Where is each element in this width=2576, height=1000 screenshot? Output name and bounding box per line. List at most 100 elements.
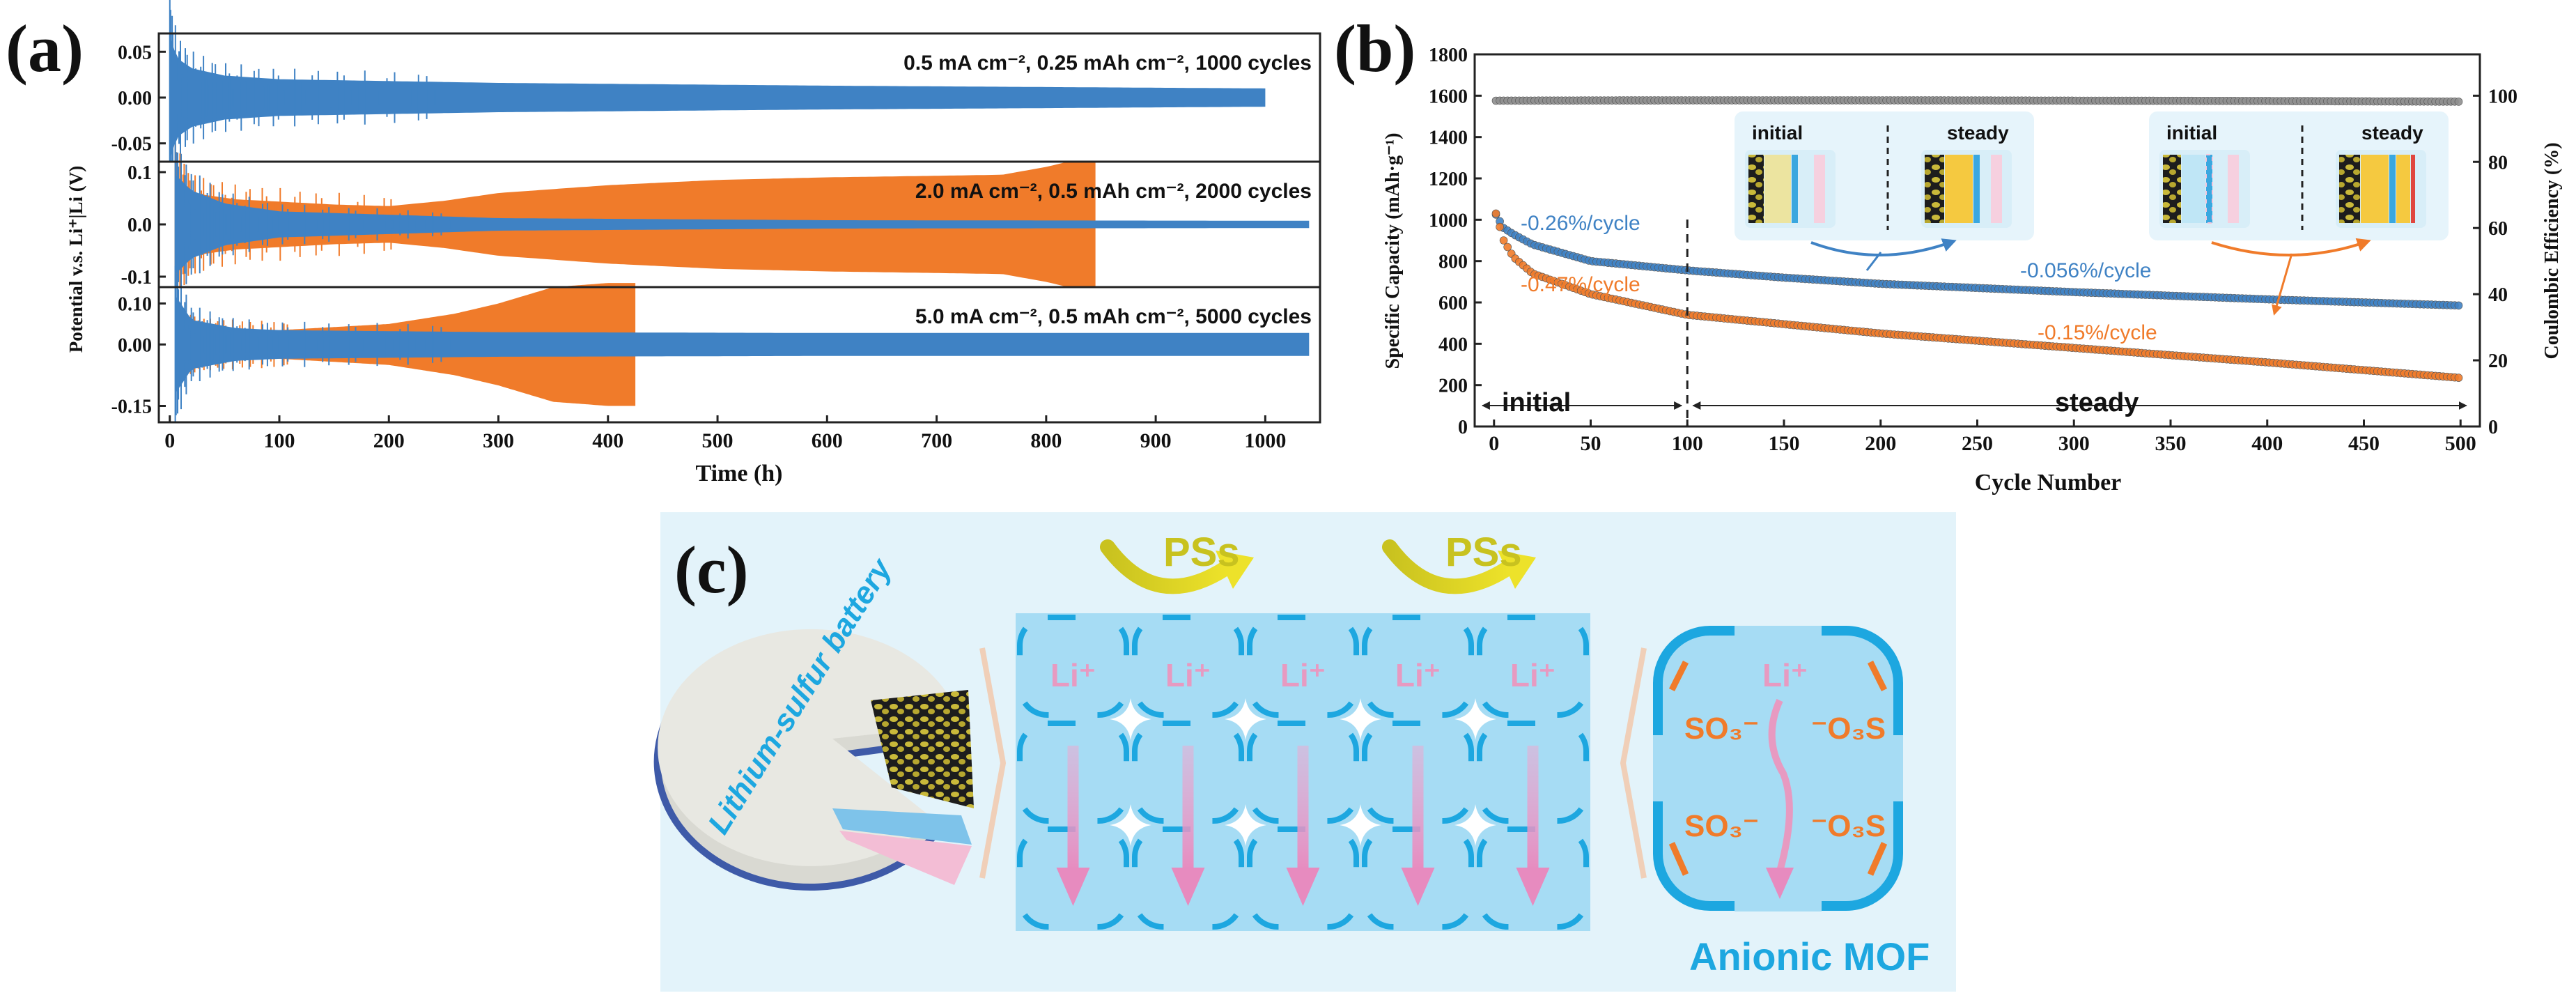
battery-anode-layer bbox=[839, 831, 972, 885]
sulfonate-label-3: SO₃⁻ bbox=[1684, 809, 1759, 843]
panel-a-ytick-label: -0.05 bbox=[111, 134, 152, 155]
sulfonate-bond-4 bbox=[1867, 842, 1888, 876]
panel-b-ytick-label: 800 bbox=[1438, 252, 1468, 273]
panel-a-xtick-label: 800 bbox=[1030, 429, 1062, 452]
inset-orange-pointer bbox=[2272, 253, 2293, 316]
panel-a-ytick-label: -0.15 bbox=[111, 396, 152, 417]
region-steady-label: steady bbox=[2055, 388, 2139, 417]
panel-a-xtick-label: 0 bbox=[164, 429, 175, 452]
pss-label-2: PSs bbox=[1445, 530, 1522, 575]
panel-b-ytick-label: 1000 bbox=[1429, 210, 1468, 231]
panel-b-ytick-label: 200 bbox=[1438, 376, 1468, 397]
panel-a-chart: 0.050.00-0.050.5 mA cm⁻², 0.25 mAh cm⁻²,… bbox=[111, 0, 1321, 452]
orange-initial-rate: -0.47%/cycle bbox=[1521, 273, 1640, 296]
panel-a-series-blue bbox=[175, 295, 1310, 394]
panel-a-series-blue bbox=[175, 174, 1310, 275]
mof-grid-li-arrow-shaft bbox=[1182, 746, 1194, 871]
panel-b-xlabel: Cycle Number bbox=[1975, 470, 2122, 495]
panel-b-ytick-label: 600 bbox=[1438, 293, 1468, 314]
panel-a-xtick-label: 500 bbox=[702, 429, 734, 452]
panel-b-ytick-label: 0 bbox=[1458, 417, 1468, 438]
panel-a-subplot-2: 0.1 0.0 -0.1 2.0 mA cm⁻², 0.5 mAh cm⁻², 200… bbox=[121, 145, 1321, 304]
panel-b-xtick-label: 300 bbox=[2058, 432, 2090, 455]
battery-illustration: Lithium-sulfur battery bbox=[653, 552, 974, 891]
mof-grid-li-ion: Li⁺ bbox=[1165, 657, 1211, 693]
panel-a-xlabel: Time (h) bbox=[696, 461, 783, 486]
inset-orange-initial-label: initial bbox=[2166, 122, 2217, 144]
panel-b-xtick-label: 450 bbox=[2348, 432, 2380, 455]
panel-label-c: (c) bbox=[674, 532, 749, 607]
panel-a-xtick-label: 200 bbox=[373, 429, 405, 452]
mof-grid-li-ion: Li⁺ bbox=[1510, 657, 1555, 693]
sulfonate-label-2: ⁻O₃S bbox=[1811, 711, 1886, 746]
panel-label-a: (a) bbox=[6, 11, 84, 86]
panel-a-ytick-label: 0.0 bbox=[127, 215, 152, 236]
panel-a-annotation: 0.5 mA cm⁻², 0.25 mAh cm⁻², 1000 cycles bbox=[903, 52, 1312, 75]
panel-b-ytick-label: 1200 bbox=[1429, 169, 1468, 190]
panel-b-xtick-label: 400 bbox=[2251, 432, 2283, 455]
mof-grid-li-arrow-shaft bbox=[1527, 746, 1539, 871]
panel-b-ytick-label: 1400 bbox=[1429, 128, 1468, 149]
mof-grid-li-arrow-shaft bbox=[1412, 746, 1424, 871]
panel-a-subplot-1: 0.05 0.00 -0.05 0.5 mA cm⁻², 0.25 mAh cm⁻²,… bbox=[111, 0, 1321, 197]
panel-b-y2tick-label: 40 bbox=[2488, 284, 2508, 306]
mof-grid-li-arrowhead bbox=[1286, 868, 1320, 906]
panel-a-xtick-label: 400 bbox=[592, 429, 623, 452]
mof-grid-li-ion: Li⁺ bbox=[1050, 657, 1096, 693]
mof-grid-li-arrow-shaft bbox=[1297, 746, 1309, 871]
mof-pore bbox=[1225, 804, 1266, 846]
panel-b-point bbox=[1496, 222, 1504, 231]
battery-top bbox=[658, 629, 961, 866]
panel-a-ylabel: Potential v.s. Li⁺|Li (V) bbox=[65, 166, 86, 353]
sulfonate-label-1: SO₃⁻ bbox=[1684, 711, 1759, 746]
mof-grid-li-ion: Li⁺ bbox=[1280, 657, 1326, 693]
mof-grid-li-arrowhead bbox=[1401, 868, 1435, 906]
inset-blue-steady-label: steady bbox=[1947, 122, 2009, 144]
blue-initial-rate: -0.26%/cycle bbox=[1521, 212, 1640, 235]
panel-b-point bbox=[1491, 209, 1500, 218]
battery-sulfur-layer bbox=[871, 690, 974, 808]
panel-a-annotation: 5.0 mA cm⁻², 0.5 mAh cm⁻², 5000 cycles bbox=[915, 305, 1312, 328]
panel-a-annotation: 2.0 mA cm⁻², 0.5 mAh cm⁻², 2000 cycles bbox=[915, 180, 1312, 203]
panel-b-y2label: Coulombic Efficiency (%) bbox=[2541, 142, 2563, 359]
panel-a-xtick-label: 300 bbox=[483, 429, 514, 452]
panel-b-point bbox=[2454, 98, 2463, 106]
mof-grid-li-arrowhead bbox=[1516, 868, 1550, 906]
orange-steady-rate: -0.15%/cycle bbox=[2038, 321, 2157, 344]
mof-grid-li-arrow-shaft bbox=[1067, 746, 1079, 871]
panel-a-subplot-3: 0.10 0.00 -0.15 5.0 mA cm⁻², 0.5 mAh cm⁻², … bbox=[111, 266, 1321, 424]
panel-b-xtick-label: 100 bbox=[1672, 432, 1703, 455]
sulfonate-bond-2 bbox=[1867, 660, 1888, 692]
panel-b-xtick-label: 200 bbox=[1865, 432, 1896, 455]
inset-blue-initial-cell bbox=[1745, 150, 1836, 228]
panel-b-y2tick-label: 100 bbox=[2488, 86, 2517, 107]
mof-pore bbox=[1110, 698, 1151, 740]
panel-b-y2tick-label: 80 bbox=[2488, 152, 2508, 174]
panel-a-subplot-frame bbox=[157, 286, 1321, 424]
mof-grid-li-arrowhead bbox=[1056, 868, 1090, 906]
mof-pore bbox=[1454, 804, 1496, 846]
mof-li-ion: Li⁺ bbox=[1762, 657, 1808, 693]
panel-a-ytick-label: 0.10 bbox=[118, 294, 152, 316]
connector-left bbox=[979, 647, 1007, 879]
pss-label-1: PSs bbox=[1163, 530, 1240, 575]
mof-cell-gap-right bbox=[1889, 735, 1903, 801]
sulfonate-bond-3 bbox=[1668, 842, 1689, 876]
panel-b-xtick-label: 500 bbox=[2445, 432, 2476, 455]
mof-grid-li-ion: Li⁺ bbox=[1395, 657, 1441, 693]
inset-orange-curved-arrow bbox=[2211, 238, 2371, 256]
inset-blue-curved-arrow bbox=[1810, 238, 1957, 256]
panel-a-xtick-label: 1000 bbox=[1244, 429, 1286, 452]
mof-cell bbox=[1017, 615, 1129, 718]
panel-a-spikes-blue bbox=[174, 266, 451, 423]
sulfonate-label-4: ⁻O₃S bbox=[1811, 809, 1886, 843]
panel-a-xtick-label: 700 bbox=[921, 429, 952, 452]
inset-blue-initial-label: initial bbox=[1752, 122, 1803, 144]
anionic-mof-cell: Li⁺ SO₃⁻ ⁻O₃S SO₃⁻ ⁻O₃S Anionic MOF bbox=[1653, 626, 1930, 978]
panel-b-xtick-label: 0 bbox=[1489, 432, 1499, 455]
mof-grid-li-arrowhead bbox=[1171, 868, 1205, 906]
inset-blue-steady-cell bbox=[1921, 150, 2012, 228]
pss-arrow-1: PSs bbox=[1100, 530, 1254, 594]
panel-b-chart: 0200400600800100012001400160018000204060… bbox=[1429, 45, 2517, 455]
